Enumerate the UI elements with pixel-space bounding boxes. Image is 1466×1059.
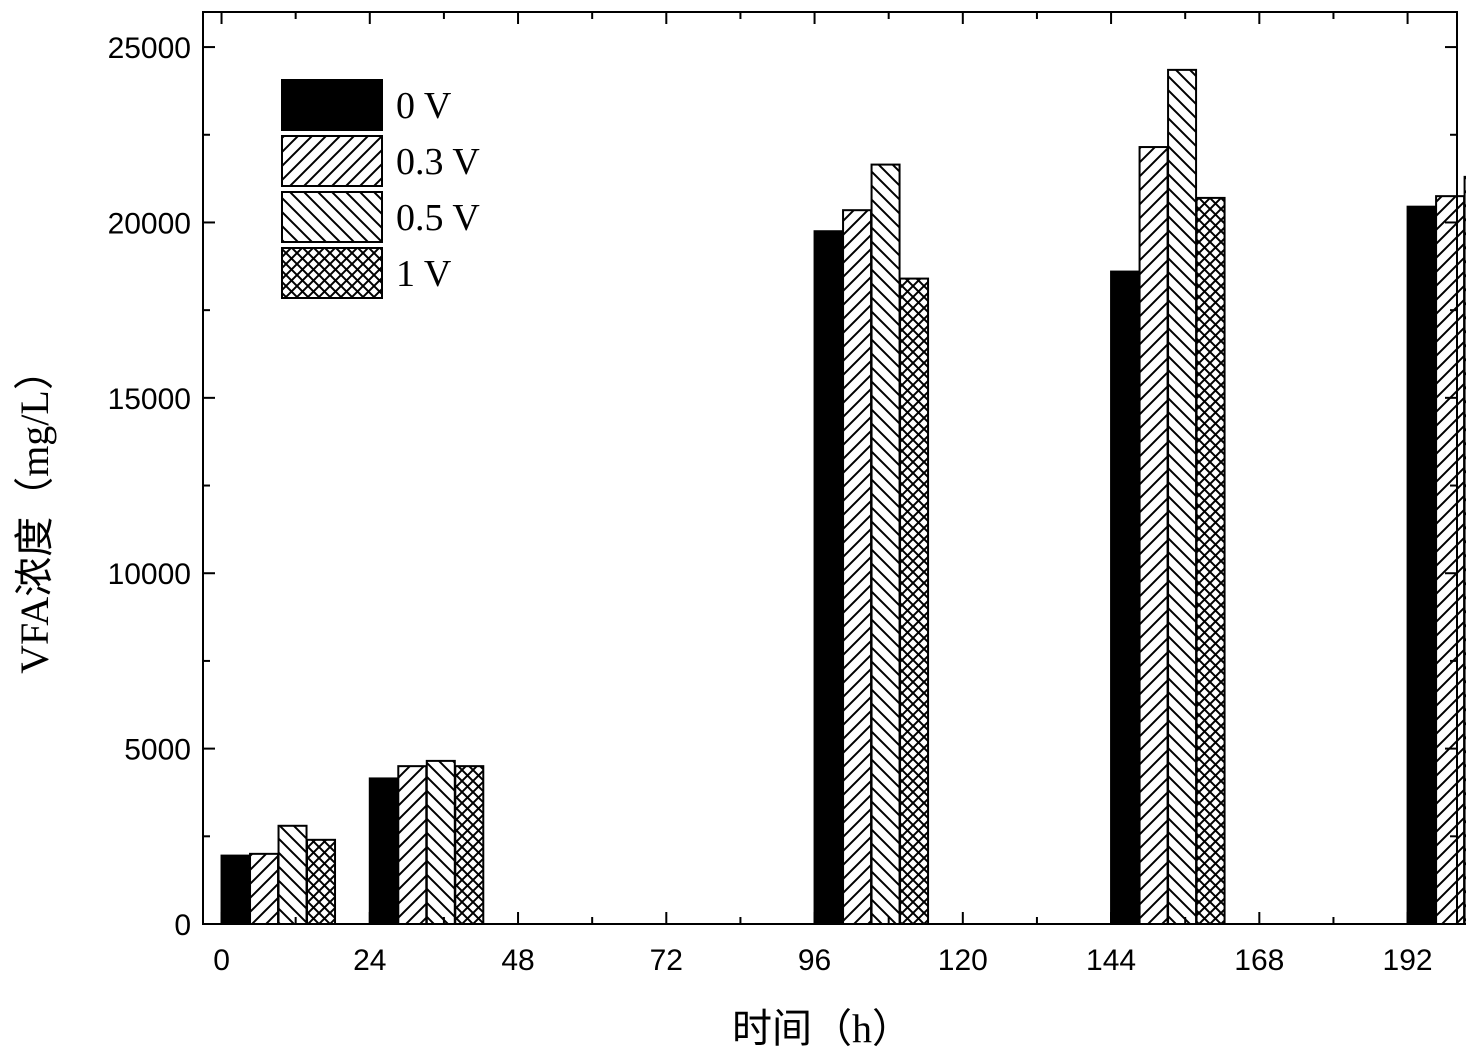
y-tick-label: 25000	[108, 32, 191, 65]
y-tick-label: 15000	[108, 383, 191, 416]
legend-swatch	[281, 135, 383, 187]
bar-1V-24	[454, 765, 485, 926]
x-axis-title: 时间（h）	[732, 1006, 912, 1051]
bar-1V-96	[899, 277, 930, 926]
y-axis-title: VFA浓度（mg/L）	[12, 350, 57, 674]
bar-05V-96	[870, 163, 901, 926]
bar-0V-96	[813, 230, 844, 925]
x-tick-label: 120	[938, 944, 988, 977]
axes-layer: 0 5000 10000 15000 20000 25000 0 24 48 72 96 120 144…	[108, 11, 1458, 977]
bar-03V-0	[249, 852, 280, 925]
legend: 0 V 0.3 V 0.5 V 1 V	[281, 79, 480, 299]
bar-0V-144	[1110, 270, 1141, 926]
x-tick-label: 24	[353, 944, 386, 977]
legend-label: 0 V	[396, 85, 452, 127]
legend-label: 0.5 V	[396, 197, 480, 239]
x-tick-label: 0	[213, 944, 230, 977]
x-tick-label: 72	[650, 944, 683, 977]
bar-05V-24	[425, 759, 456, 926]
bar-1V-144	[1195, 196, 1226, 925]
bar-03V-96	[842, 209, 873, 925]
bar-05V-144	[1167, 68, 1198, 925]
bar-03V-192	[1435, 195, 1466, 925]
x-tick-label: 168	[1234, 944, 1284, 977]
bar-0V-0	[220, 854, 251, 925]
bar-05V-192	[1463, 175, 1466, 926]
bar-03V-144	[1138, 146, 1169, 926]
bar-0V-192	[1406, 205, 1437, 925]
bar-1V-0	[306, 838, 337, 925]
x-tick-label: 144	[1086, 944, 1136, 977]
legend-label: 1 V	[396, 253, 452, 295]
bar-03V-24	[397, 765, 428, 926]
y-tick-label: 20000	[108, 207, 191, 240]
x-tick-label: 192	[1383, 944, 1433, 977]
legend-swatch	[281, 247, 383, 299]
bar-0V-24	[368, 777, 399, 926]
x-tick-label: 96	[798, 944, 831, 977]
legend-swatch	[281, 191, 383, 243]
x-tick-label: 48	[501, 944, 534, 977]
plot-frame	[202, 11, 1458, 925]
bar-05V-0	[277, 824, 308, 925]
y-tick-label: 0	[174, 909, 191, 942]
legend-label: 0.3 V	[396, 141, 480, 183]
legend-swatch	[281, 79, 383, 131]
y-tick-label: 5000	[124, 734, 191, 767]
y-tick-label: 10000	[108, 558, 191, 591]
